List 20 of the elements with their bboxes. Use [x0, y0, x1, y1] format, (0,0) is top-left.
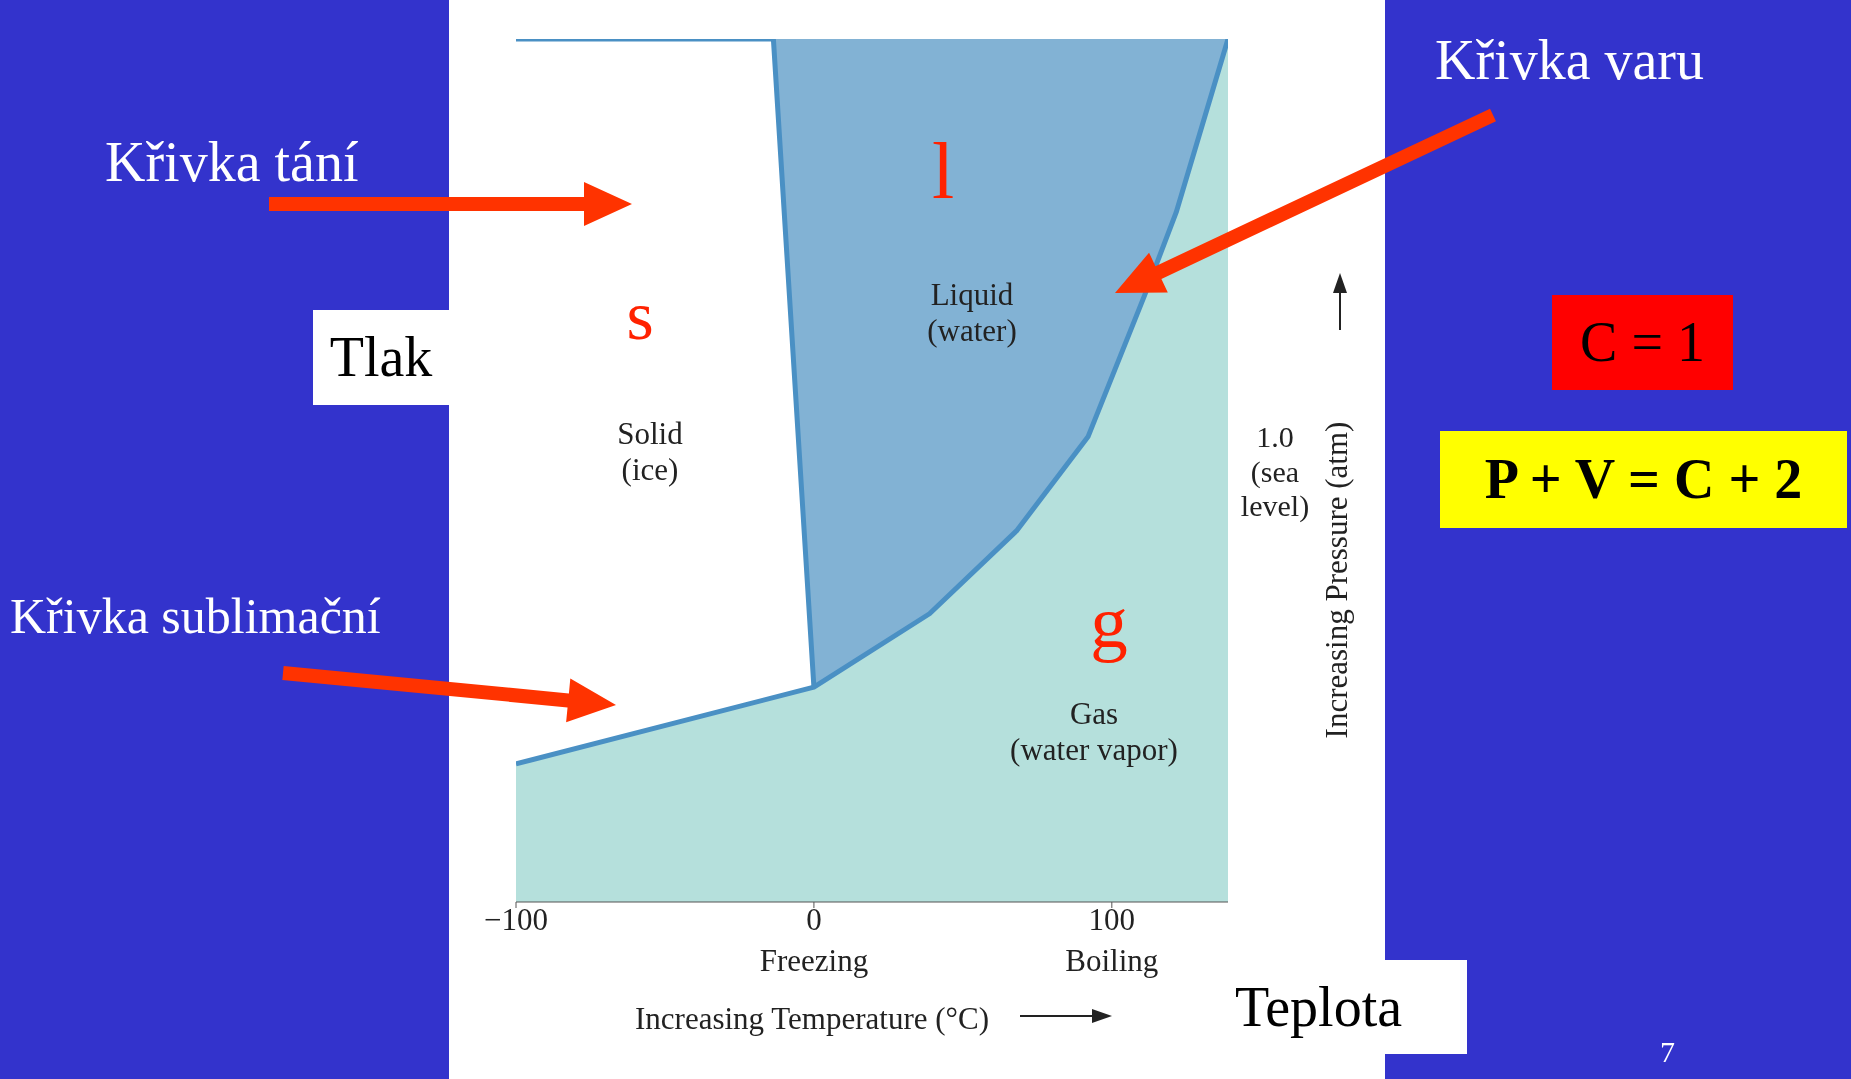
- text: Křivka sublimační: [10, 588, 381, 646]
- text: Křivka varu: [1435, 28, 1705, 93]
- x-tick-label: 100 Boiling: [1065, 902, 1159, 978]
- x-tick-label: 0 Freezing: [759, 902, 869, 978]
- annotation: g: [1090, 578, 1128, 665]
- text: C = 1: [1552, 295, 1733, 390]
- annotation: l: [931, 126, 955, 217]
- annotation: Gas (water vapor): [1010, 696, 1178, 768]
- x-axis-title: Increasing Temperature (°C): [635, 1001, 989, 1036]
- annotation: s: [626, 275, 654, 356]
- x-tick-label: −100: [484, 902, 548, 937]
- text: 1.0 (sea level): [1240, 420, 1310, 524]
- text: Teplota: [1170, 960, 1467, 1054]
- text: P + V = C + 2: [1440, 431, 1847, 528]
- text: 7: [1660, 1035, 1675, 1070]
- y-axis-title: Increasing Pressure (atm): [1319, 421, 1355, 739]
- annotation: Liquid (water): [927, 277, 1017, 349]
- annotation: Solid (ice): [617, 416, 683, 488]
- text: Křivka tání: [105, 130, 359, 195]
- text: Tlak: [313, 310, 449, 405]
